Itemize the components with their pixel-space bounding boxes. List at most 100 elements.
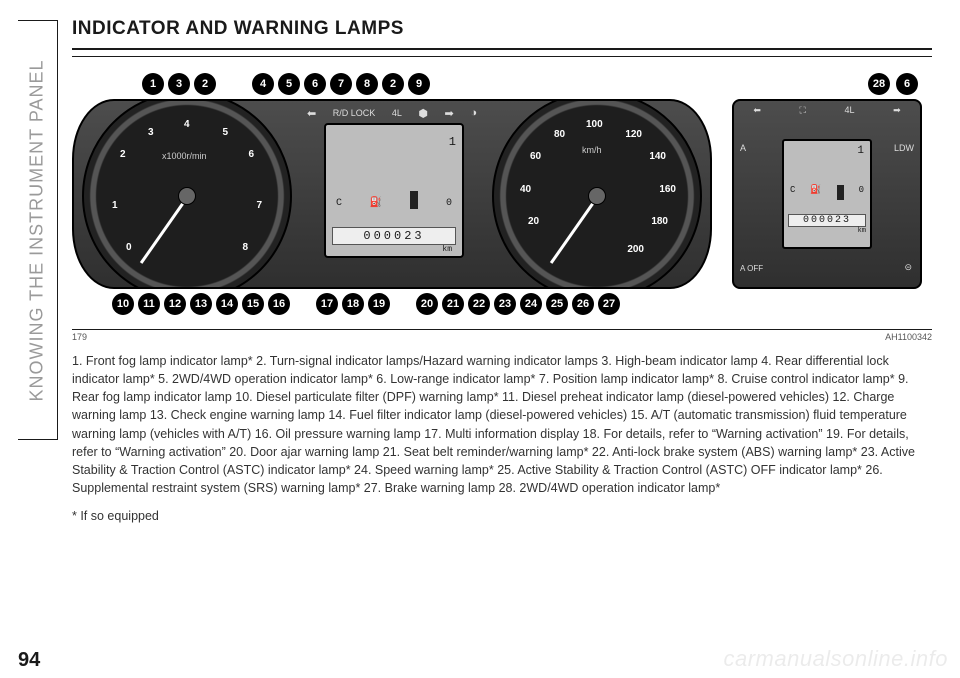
- sidebar-tab: KNOWING THE INSTRUMENT PANEL: [18, 20, 58, 440]
- callout-bubble: 16: [268, 293, 290, 315]
- callout-bubble: 25: [546, 293, 568, 315]
- aux-top-symbols: ⬅ ⛶ 4L ➡: [734, 105, 920, 116]
- turn-left-icon: ⬅: [753, 105, 761, 116]
- callouts-bottom-row: 10 11 12 13 14 15 16 17 18 19 20 21 22 2…: [112, 293, 712, 315]
- page-title: INDICATOR AND WARNING LAMPS: [72, 18, 932, 50]
- tach-tick: 4: [184, 119, 190, 130]
- tach-tick: 5: [222, 127, 228, 138]
- drive-mode-icon: ⛶: [800, 105, 806, 116]
- spd-tick: 200: [627, 244, 644, 255]
- callout-bubble: 11: [138, 293, 160, 315]
- callout-bubble: 21: [442, 293, 464, 315]
- sidebar-label: KNOWING THE INSTRUMENT PANEL: [27, 59, 48, 401]
- cluster-top-symbols: ⬅ R/D LOCK 4L ⬢ ➡ ◑: [299, 105, 485, 121]
- rd-lock-label: R/D LOCK: [333, 108, 376, 118]
- fuel-bar: [837, 185, 844, 200]
- aux-lcd-gear: 1: [784, 141, 870, 157]
- callout-bubble: 5: [278, 73, 300, 95]
- spd-tick: 40: [520, 184, 531, 195]
- aux-instrument-panel: ⬅ ⛶ 4L ➡ A LDW A OFF ⊝ 1 C ⛽ 0: [732, 99, 922, 289]
- figure-footer: 179 AH1100342: [72, 329, 932, 342]
- speedo-hub: [588, 187, 606, 205]
- aux-ldw-label: LDW: [894, 143, 914, 153]
- callout-bubble: 22: [468, 293, 490, 315]
- callout-bubble: 26: [572, 293, 594, 315]
- aux-fuel-row: C ⛽ 0: [784, 185, 870, 200]
- callout-bubble: 20: [416, 293, 438, 315]
- aux-a-label: A: [740, 143, 746, 153]
- callout-bubble: 10: [112, 293, 134, 315]
- tach-tick: 1: [112, 200, 118, 211]
- callout-bubble: 2: [382, 73, 404, 95]
- figure-aux: 28 6 ⬅ ⛶ 4L ➡ A LDW A OFF ⊝ 1 C ⛽: [732, 73, 922, 289]
- callout-bubble: 4: [252, 73, 274, 95]
- fuel-left-label: C: [336, 198, 342, 209]
- callout-bubble: 7: [330, 73, 352, 95]
- instrument-cluster: ⬅ R/D LOCK 4L ⬢ ➡ ◑ x1000r/min 0 1 2 3 4…: [72, 99, 712, 289]
- tach-tick: 3: [148, 127, 154, 138]
- callout-bubble: 14: [216, 293, 238, 315]
- figure-id-left: 179: [72, 332, 87, 342]
- aux-odometer: 000023: [788, 214, 866, 227]
- tach-tick: 6: [248, 149, 254, 160]
- odo-unit: km: [332, 245, 456, 254]
- tach-tick: 0: [126, 242, 132, 253]
- fuel-right-label: 0: [446, 198, 452, 209]
- fuel-pump-icon: ⛽: [810, 185, 821, 200]
- callouts-aux-row: 28 6: [732, 73, 918, 95]
- speedo-needle: [550, 197, 598, 264]
- spd-tick: 20: [528, 216, 539, 227]
- tach-tick: 7: [256, 200, 262, 211]
- aux-odo-unit: km: [784, 227, 870, 235]
- fuel-pump-icon: ⛽: [370, 197, 382, 209]
- callouts-top-row: 1 3 2 4 5 6 7 8 2 9: [142, 73, 712, 95]
- lcd-fuel-row: C ⛽ 0: [332, 191, 456, 209]
- figure-id-right: AH1100342: [885, 332, 932, 342]
- fuel-right-label: 0: [859, 185, 864, 200]
- spd-tick: 140: [649, 151, 666, 162]
- position-lamp-icon: ⬢: [418, 107, 428, 120]
- figure-row: 1 3 2 4 5 6 7 8 2 9 ⬅ R/D LOCK 4L ⬢: [72, 67, 932, 323]
- callout-bubble: 24: [520, 293, 542, 315]
- spd-tick: 180: [651, 216, 668, 227]
- turn-left-icon: ⬅: [307, 107, 316, 120]
- callout-bubble: 6: [304, 73, 326, 95]
- tachometer-gauge: x1000r/min 0 1 2 3 4 5 6 7 8: [82, 99, 292, 289]
- spd-tick: 60: [530, 151, 541, 162]
- lcd-gear: 1: [332, 135, 456, 149]
- callout-bubble: 1: [142, 73, 164, 95]
- tach-tick: 2: [120, 149, 126, 160]
- callout-bubble: 23: [494, 293, 516, 315]
- fuel-left-label: C: [790, 185, 795, 200]
- legend-note: * If so equipped: [72, 507, 932, 525]
- aux-lcd: 1 C ⛽ 0 000023 km: [782, 139, 872, 249]
- callout-bubble: 8: [356, 73, 378, 95]
- callout-bubble: 6: [896, 73, 918, 95]
- odometer: 000023: [332, 227, 456, 245]
- tach-unit: x1000r/min: [162, 151, 207, 161]
- speedo-unit: km/h: [582, 145, 602, 155]
- callout-bubble: 9: [408, 73, 430, 95]
- callout-bubble: 12: [164, 293, 186, 315]
- turn-right-icon: ➡: [445, 107, 454, 120]
- callout-bubble: 18: [342, 293, 364, 315]
- callout-bubble: 2: [194, 73, 216, 95]
- tach-tick: 8: [242, 242, 248, 253]
- tach-needle: [140, 197, 188, 264]
- callout-bubble: 28: [868, 73, 890, 95]
- figure-main: 1 3 2 4 5 6 7 8 2 9 ⬅ R/D LOCK 4L ⬢: [72, 73, 712, 315]
- spd-tick: 80: [554, 129, 565, 140]
- spd-tick: 100: [586, 119, 603, 130]
- aux-aoff-label: A OFF: [740, 265, 763, 273]
- spd-tick: 160: [659, 184, 676, 195]
- callout-bubble: 3: [168, 73, 190, 95]
- four-l-label: 4L: [392, 108, 402, 118]
- callout-bubble: 19: [368, 293, 390, 315]
- callout-bubble: 17: [316, 293, 338, 315]
- page-number: 94: [18, 649, 40, 672]
- brake-icon: ⊝: [904, 262, 912, 273]
- legend-block: 1. Front fog lamp indicator lamp* 2. Tur…: [72, 352, 932, 525]
- tach-hub: [178, 187, 196, 205]
- title-rule: [72, 56, 932, 57]
- callout-bubble: 27: [598, 293, 620, 315]
